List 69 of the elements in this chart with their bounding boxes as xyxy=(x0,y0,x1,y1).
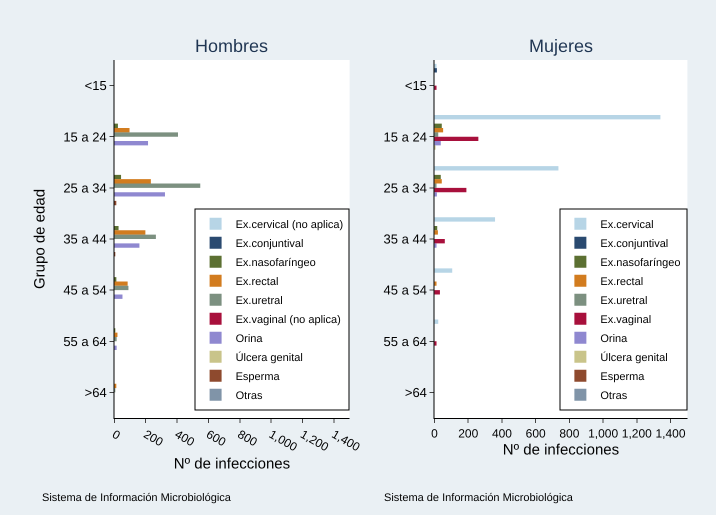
legend-label: Ex.rectal xyxy=(236,276,278,288)
bar xyxy=(434,290,440,294)
legend-label: Ex.vaginal (no aplica) xyxy=(236,314,341,326)
legend-label: Ex.uretral xyxy=(236,295,283,308)
legend-label: Otras xyxy=(236,390,263,402)
x-tick-label: 1,200 xyxy=(622,426,652,440)
chart-title: Mujeres xyxy=(529,36,594,56)
y-tick-label: 55 a 64 xyxy=(384,334,427,349)
x-tick-label: 600 xyxy=(204,427,229,450)
y-tick-label: 45 a 54 xyxy=(63,282,107,298)
legend-label: Ex.uretral xyxy=(600,295,648,308)
y-axis-title: Grupo de edad xyxy=(32,188,49,290)
y-tick-label: 25 a 34 xyxy=(384,180,427,196)
bar xyxy=(434,179,442,184)
legend-label: Ex.cervical (no aplica) xyxy=(236,219,344,232)
legend-label: Ex.cervical xyxy=(600,219,654,232)
y-tick-label: 25 a 34 xyxy=(63,180,107,196)
y-tick-label: 45 a 54 xyxy=(384,282,427,298)
bar xyxy=(434,136,478,142)
legend-label: Esperma xyxy=(600,371,646,384)
legend-label: Ex.conjuntival xyxy=(236,238,304,250)
bar xyxy=(434,268,452,273)
x-tick-label: 400 xyxy=(172,427,198,450)
x-tick-label: 400 xyxy=(492,426,512,440)
text: Sistema de Información Microbiológica xyxy=(42,492,232,504)
x-axis-title: Nº de infecciones xyxy=(174,455,290,472)
chart-title: Hombres xyxy=(195,36,268,56)
legend-label: Otras xyxy=(600,390,628,402)
legend-label: Ex.nasofaríngeo xyxy=(600,257,681,270)
bar xyxy=(434,114,660,120)
x-tick-label: 1,000 xyxy=(588,426,618,440)
x-tick-label: 200 xyxy=(141,427,166,450)
bar xyxy=(434,124,442,128)
x-tick-label: 1,000 xyxy=(266,427,300,454)
bar xyxy=(434,166,558,170)
x-tick-label: 0 xyxy=(431,426,438,440)
legend-label: Ex.vaginal xyxy=(600,314,652,326)
legend-label: Ex.nasofaríngeo xyxy=(236,257,316,270)
x-tick-label: 0 xyxy=(110,427,123,443)
text: Sistema de Información Microbiológica xyxy=(384,492,574,504)
legend-label: Úlcera genital xyxy=(600,351,668,364)
x-tick-label: 800 xyxy=(235,427,260,450)
y-tick-label: >64 xyxy=(84,384,107,400)
y-tick-label: <15 xyxy=(404,78,427,94)
legend-label: Esperma xyxy=(236,371,280,384)
legend-label: Ex.conjuntival xyxy=(600,238,668,250)
x-tick-label: 600 xyxy=(526,426,546,440)
legend-label: Úlcera genital xyxy=(236,351,303,364)
y-tick-label: 15 a 24 xyxy=(63,129,107,144)
bar xyxy=(434,188,466,192)
bar xyxy=(434,128,444,132)
y-tick-label: 35 a 44 xyxy=(384,232,427,247)
y-tick-label: 55 a 64 xyxy=(63,334,107,349)
y-tick-label: 35 a 44 xyxy=(63,232,107,247)
bar xyxy=(434,239,445,244)
x-axis-title: Nº de infecciones xyxy=(502,441,620,458)
x-tick-label: 1,200 xyxy=(298,427,332,454)
legend-label: Orina xyxy=(600,333,628,346)
y-tick-label: >64 xyxy=(404,384,427,400)
x-tick-label: 1,400 xyxy=(656,426,686,440)
y-tick-label: 15 a 24 xyxy=(384,129,427,144)
bar xyxy=(434,141,441,146)
x-tick-label: 200 xyxy=(458,426,479,440)
legend-label: Ex.rectal xyxy=(600,276,644,288)
legend-label: Orina xyxy=(236,333,264,346)
y-tick-label: <15 xyxy=(84,78,107,94)
x-tick-label: 1,400 xyxy=(329,427,363,454)
x-tick-label: 800 xyxy=(559,426,580,440)
bar xyxy=(434,217,496,222)
